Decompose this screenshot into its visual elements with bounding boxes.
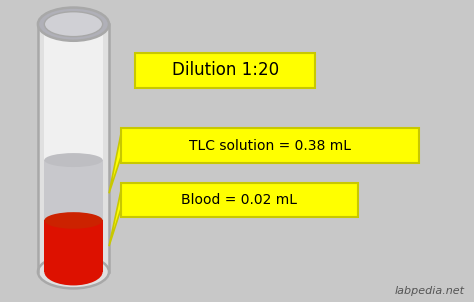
Bar — [45, 24, 102, 272]
Text: labpedia.net: labpedia.net — [394, 286, 465, 296]
Bar — [38, 24, 109, 272]
Text: Dilution 1:20: Dilution 1:20 — [172, 61, 279, 79]
Ellipse shape — [45, 153, 102, 167]
Ellipse shape — [45, 212, 102, 229]
Text: Blood = 0.02 mL: Blood = 0.02 mL — [182, 193, 297, 207]
Text: TLC solution = 0.38 mL: TLC solution = 0.38 mL — [189, 139, 351, 153]
Ellipse shape — [45, 12, 102, 37]
FancyBboxPatch shape — [135, 53, 315, 88]
Ellipse shape — [38, 255, 109, 288]
Polygon shape — [109, 191, 121, 246]
Bar — [45, 220, 102, 272]
FancyBboxPatch shape — [121, 183, 358, 217]
Bar — [45, 160, 102, 220]
Ellipse shape — [45, 258, 102, 285]
Ellipse shape — [38, 8, 109, 41]
Polygon shape — [109, 134, 121, 193]
FancyBboxPatch shape — [121, 128, 419, 163]
